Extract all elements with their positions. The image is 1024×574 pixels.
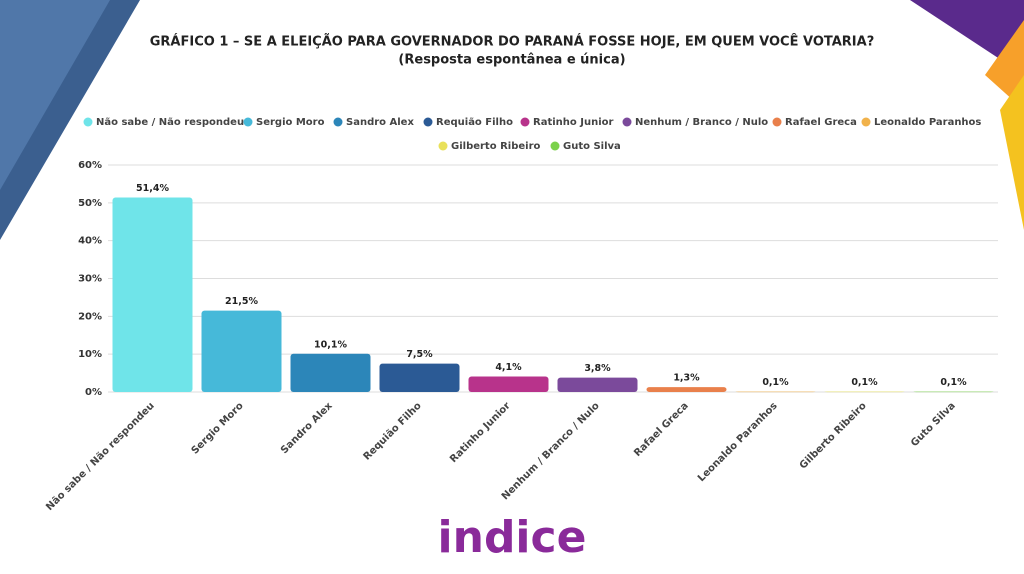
legend-marker [772, 117, 782, 127]
legend-label: Leonaldo Paranhos [874, 117, 981, 128]
x-tick-label: Requião Filho [362, 400, 424, 462]
legend-label: Sandro Alex [346, 117, 414, 128]
y-tick-label: 10% [78, 349, 102, 360]
bar [557, 377, 638, 392]
value-label: 0,1% [851, 377, 878, 388]
x-tick-label: Não sabe / Não respondeu [44, 400, 156, 512]
legend-marker [423, 117, 433, 127]
legend-marker [861, 117, 871, 127]
value-label: 0,1% [762, 377, 789, 388]
y-tick-label: 30% [78, 274, 102, 285]
value-label: 3,8% [584, 363, 611, 374]
chart-subtitle: (Resposta espontânea e única) [398, 53, 625, 68]
value-label: 0,1% [940, 377, 967, 388]
bar [913, 391, 994, 393]
y-tick-label: 20% [78, 311, 102, 322]
x-tick-label: Guto Silva [909, 400, 958, 449]
legend-marker [243, 117, 253, 127]
legend-label: Requião Filho [436, 117, 513, 128]
bar [201, 310, 282, 392]
legend-label: Rafael Greca [785, 117, 857, 128]
bar [735, 391, 816, 393]
value-label: 21,5% [225, 296, 258, 307]
value-label: 51,4% [136, 183, 169, 194]
value-label: 7,5% [406, 349, 433, 360]
legend-label: Ratinho Junior [533, 117, 614, 128]
legend-marker [83, 117, 93, 127]
x-tick-label: Rafael Greca [632, 400, 691, 459]
bar [824, 391, 905, 393]
bar [646, 387, 727, 392]
legend-label: Nenhum / Branco / Nulo [635, 117, 768, 128]
chart-title: GRÁFICO 1 – SE A ELEIÇÃO PARA GOVERNADOR… [150, 34, 875, 50]
bar [379, 363, 460, 392]
legend-marker [333, 117, 343, 127]
decor-right-yellow [1000, 75, 1024, 230]
x-tick-label: Sandro Alex [279, 400, 335, 456]
decor-left-inner [0, 0, 110, 190]
value-label: 1,3% [673, 373, 700, 384]
y-tick-label: 0% [85, 387, 102, 398]
legend-label: Gilberto Ribeiro [451, 141, 540, 152]
x-tick-label: Sergio Moro [190, 400, 246, 456]
x-tick-label: Leonaldo Paranhos [696, 400, 780, 484]
legend-marker [438, 141, 448, 151]
y-tick-label: 40% [78, 236, 102, 247]
bar [290, 353, 371, 392]
legend-label: Sergio Moro [256, 117, 325, 128]
legend-marker [520, 117, 530, 127]
value-label: 10,1% [314, 339, 347, 350]
decor-right [910, 0, 1024, 75]
legend-label: Não sabe / Não respondeu [96, 117, 244, 128]
x-tick-label: Gilberto Ribeiro [798, 400, 869, 471]
y-tick-label: 50% [78, 198, 102, 209]
legend-marker [550, 141, 560, 151]
bar [468, 376, 549, 392]
x-tick-label: Nenhum / Branco / Nulo [500, 400, 602, 502]
legend-label: Guto Silva [563, 141, 621, 152]
x-tick-label: Ratinho Junior [448, 400, 513, 465]
decor-right-orange [985, 20, 1024, 110]
value-label: 4,1% [495, 362, 522, 373]
y-tick-label: 60% [78, 160, 102, 171]
legend-marker [622, 117, 632, 127]
bar [112, 197, 193, 392]
logo: indice [438, 512, 587, 563]
